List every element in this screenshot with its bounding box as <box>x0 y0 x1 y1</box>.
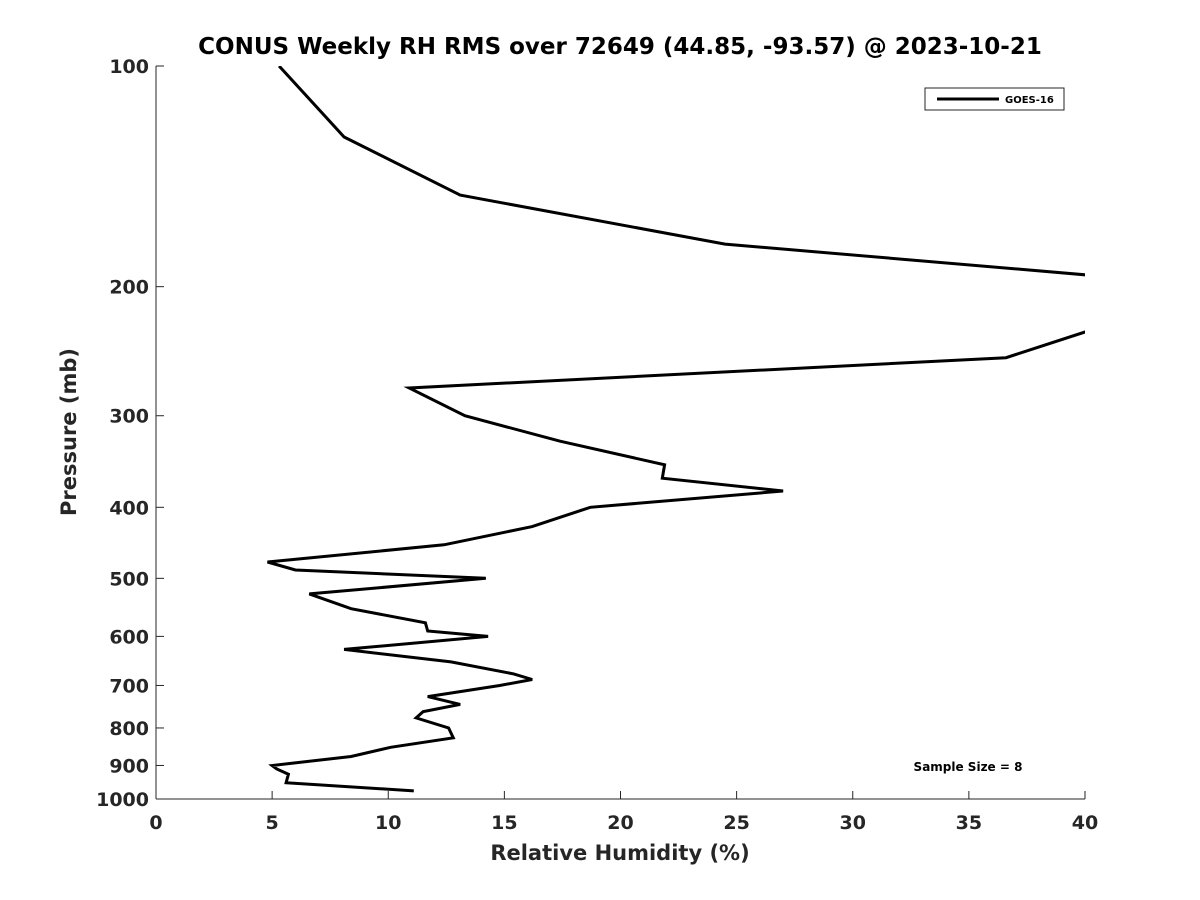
y-tick-label: 600 <box>109 626 149 648</box>
x-tick-label: 20 <box>607 812 633 834</box>
y-tick-label: 700 <box>109 675 149 697</box>
x-tick-label: 35 <box>956 812 982 834</box>
series-layer <box>267 66 1085 793</box>
legend: GOES-16 <box>924 87 1065 111</box>
y-tick-label: 100 <box>109 56 149 78</box>
x-tick-label: 15 <box>491 812 517 834</box>
y-axis-ticks: 100 200 300 400 500 600 700 800 900 1000 <box>96 56 164 811</box>
y-tick-label: 900 <box>109 755 149 777</box>
y-tick-label: 300 <box>109 406 149 428</box>
x-tick-label: 30 <box>840 812 866 834</box>
x-axis-label: Relative Humidity (%) <box>490 841 749 865</box>
x-tick-label: 25 <box>723 812 749 834</box>
x-tick-label: 5 <box>266 812 279 834</box>
y-tick-label: 500 <box>109 568 149 590</box>
y-tick-label: 800 <box>109 718 149 740</box>
chart-title: CONUS Weekly RH RMS over 72649 (44.85, -… <box>198 34 1042 60</box>
sample-size-annotation: Sample Size = 8 <box>914 760 1023 774</box>
x-axis-ticks: 0 5 10 15 20 25 30 35 40 <box>149 791 1098 834</box>
legend-label-goes-16: GOES-16 <box>1005 95 1054 106</box>
y-tick-label: 1000 <box>96 789 149 811</box>
x-tick-label: 40 <box>1072 812 1098 834</box>
x-tick-label: 10 <box>375 812 401 834</box>
y-tick-label: 400 <box>109 497 149 519</box>
x-tick-label: 0 <box>149 812 162 834</box>
y-axis-label: Pressure (mb) <box>57 348 81 516</box>
series-line-goes-16 <box>267 66 1085 793</box>
y-tick-label: 200 <box>109 277 149 299</box>
plot-area <box>156 66 1085 799</box>
